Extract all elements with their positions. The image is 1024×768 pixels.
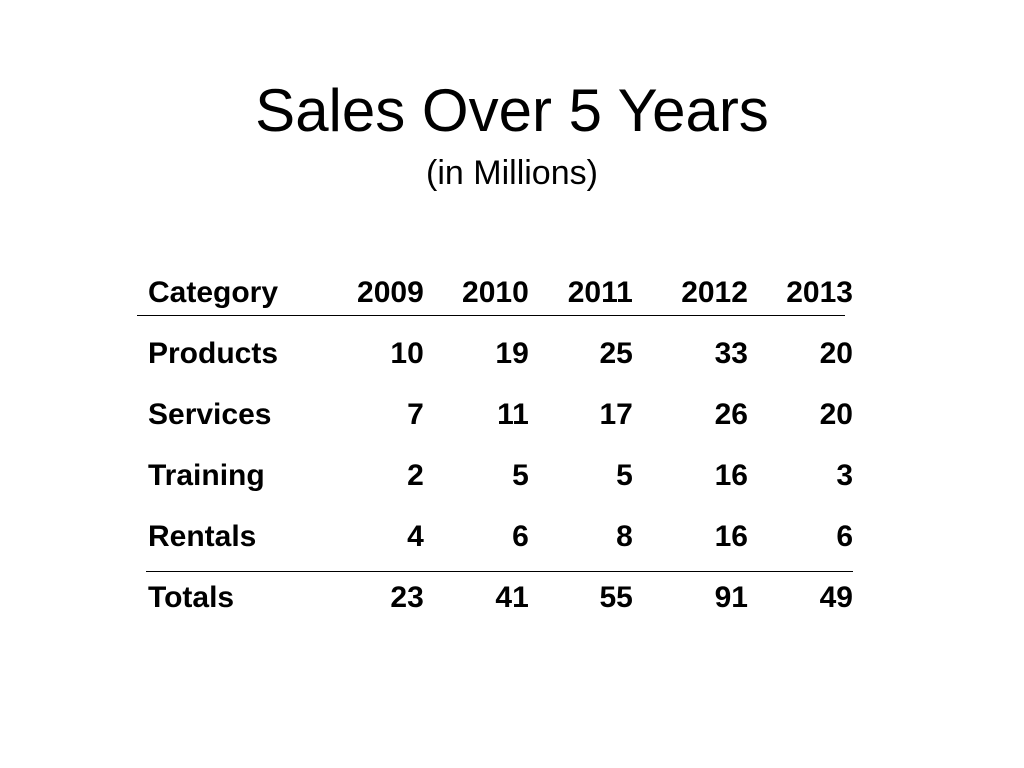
cell-value: 17	[599, 397, 633, 431]
cell-value: 33	[714, 336, 748, 370]
cell-value: 5	[512, 458, 529, 492]
row-label: Services	[148, 397, 272, 431]
header-divider	[137, 315, 845, 316]
cell-value: 4	[407, 519, 424, 553]
column-header-2011: 2011	[567, 275, 633, 309]
cell-value: 25	[599, 336, 633, 370]
table-row-totals: Totals 23 41 55 91 49	[137, 567, 853, 628]
table-row-products: Products 10 19 25 33 20	[137, 323, 853, 384]
column-header-category: Category	[148, 275, 279, 309]
cell-value: 8	[616, 519, 633, 553]
total-value: 91	[714, 580, 748, 614]
cell-value: 10	[390, 336, 424, 370]
table-row-rentals: Rentals 4 6 8 16 6	[137, 506, 853, 567]
cell-value: 16	[714, 458, 748, 492]
column-header-2012: 2012	[681, 275, 748, 309]
total-value: 23	[390, 580, 424, 614]
cell-value: 16	[714, 519, 748, 553]
table-row-services: Services 7 11 17 26 20	[137, 384, 853, 445]
cell-value: 20	[819, 336, 853, 370]
table-header-row: Category 2009 2010 2011 2012 2013	[137, 262, 853, 323]
cell-value: 26	[714, 397, 748, 431]
cell-value: 11	[497, 397, 529, 431]
cell-value: 3	[836, 458, 853, 492]
cell-value: 7	[407, 397, 424, 431]
sales-table: Category 2009 2010 2011 2012 2013 Produc…	[137, 262, 853, 628]
cell-value: 20	[819, 397, 853, 431]
cell-value: 6	[836, 519, 853, 553]
cell-value: 5	[616, 458, 633, 492]
cell-value: 2	[407, 458, 424, 492]
column-header-2013: 2013	[786, 275, 853, 309]
cell-value: 19	[495, 336, 529, 370]
total-value: 41	[495, 580, 529, 614]
total-value: 49	[819, 580, 853, 614]
slide-title: Sales Over 5 Years	[255, 77, 769, 144]
slide-subtitle: (in Millions)	[426, 154, 598, 192]
column-header-2009: 2009	[357, 275, 424, 309]
totals-label: Totals	[148, 580, 235, 614]
row-label: Products	[148, 336, 279, 370]
cell-value: 6	[512, 519, 529, 553]
column-header-2010: 2010	[462, 275, 529, 309]
total-value: 55	[599, 580, 633, 614]
row-label: Rentals	[148, 519, 257, 553]
totals-divider	[146, 571, 853, 572]
row-label: Training	[148, 458, 265, 492]
table-row-training: Training 2 5 5 16 3	[137, 445, 853, 506]
